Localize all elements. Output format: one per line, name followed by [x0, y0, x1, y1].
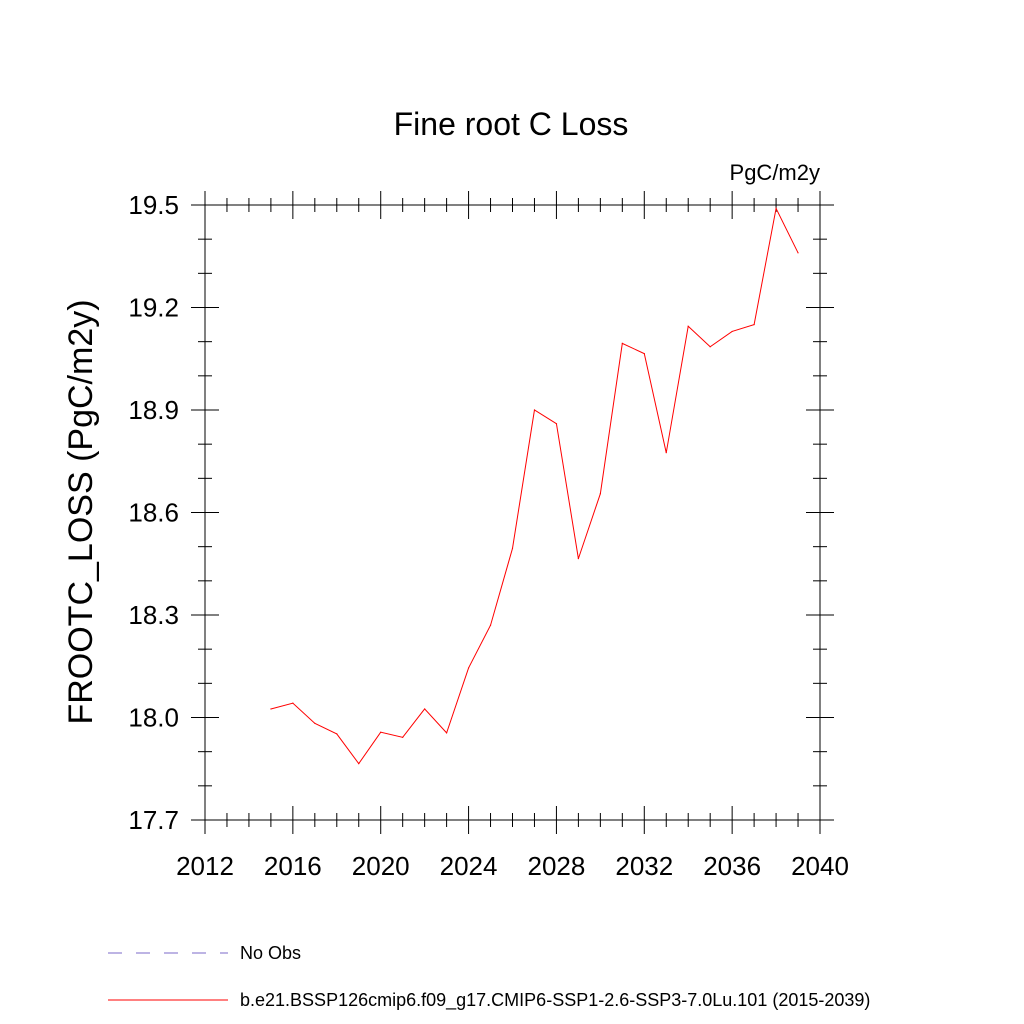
y-tick-label: 18.3	[128, 600, 179, 630]
data-point	[489, 624, 492, 626]
x-tick-label: 2016	[264, 851, 322, 881]
y-tick-label: 18.0	[128, 703, 179, 733]
x-tick-label: 2028	[528, 851, 586, 881]
ticks-layer: 2012 2016 2020 2024 2028 2032 2036 2040 17.7 18.0…	[128, 190, 849, 881]
x-tick-label: 2012	[176, 851, 234, 881]
legend-label-no-obs: No Obs	[240, 943, 301, 963]
data-point	[731, 330, 733, 333]
data-point	[424, 708, 426, 710]
y-tick-label: 17.7	[128, 805, 179, 835]
y-tick-label: 18.6	[128, 498, 179, 528]
data-point	[643, 353, 645, 355]
x-tick-label: 2036	[703, 851, 761, 881]
data-point	[599, 493, 601, 495]
data-point	[380, 731, 382, 733]
x-tick-label: 2040	[791, 851, 849, 881]
chart-title: Fine root C Loss	[394, 106, 629, 142]
series-line	[270, 206, 799, 765]
y-axis-label: FROOTC_LOSS (PgC/m2y)	[62, 299, 100, 724]
x-tick-label: 2024	[440, 851, 498, 881]
plot-frame	[204, 204, 821, 821]
data-point	[511, 547, 514, 549]
data-point	[314, 722, 316, 724]
data-point	[621, 342, 623, 344]
x-tick-label: 2032	[615, 851, 673, 881]
data-point	[753, 323, 755, 326]
data-point	[577, 558, 579, 560]
data-point	[665, 452, 667, 454]
y-tick-label: 19.5	[128, 190, 179, 220]
data-point	[467, 667, 470, 669]
data-point	[402, 736, 404, 738]
data-point	[533, 409, 536, 411]
data-point	[270, 708, 272, 710]
data-point	[797, 252, 799, 254]
data-point	[555, 423, 558, 425]
data-point	[336, 733, 338, 735]
data-point	[775, 207, 777, 210]
series-layer	[270, 206, 799, 765]
data-point	[292, 702, 294, 704]
y-tick-label: 19.2	[128, 293, 179, 323]
legend-label-model: b.e21.BSSP126cmip6.f09_g17.CMIP6-SSP1-2.…	[240, 990, 870, 1011]
legend: No Obs b.e21.BSSP126cmip6.f09_g17.CMIP6-…	[108, 943, 870, 1011]
x-tick-label: 2020	[352, 851, 410, 881]
y-tick-label: 18.9	[128, 395, 179, 425]
data-point	[446, 732, 448, 734]
data-point	[709, 346, 711, 348]
units-label: PgC/m2y	[730, 160, 820, 185]
data-point	[687, 325, 689, 327]
data-point	[358, 763, 360, 765]
